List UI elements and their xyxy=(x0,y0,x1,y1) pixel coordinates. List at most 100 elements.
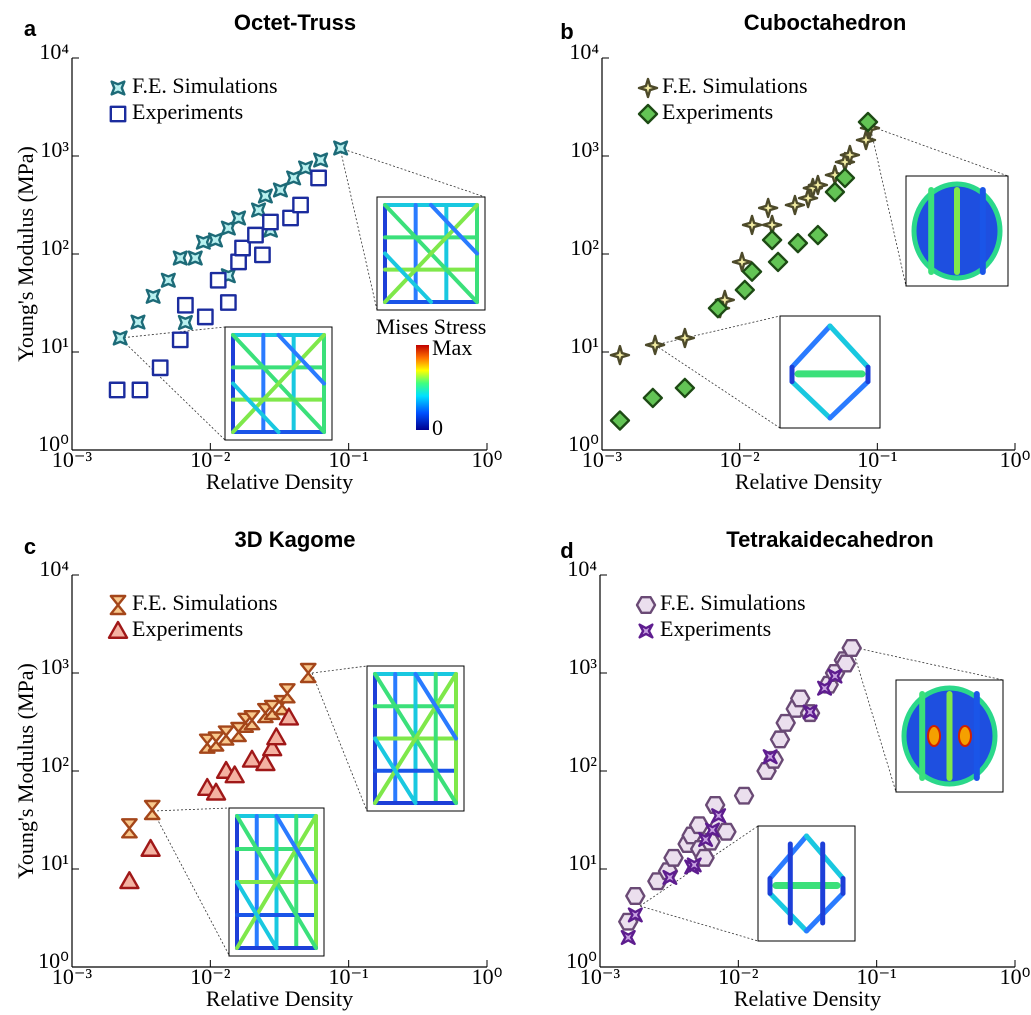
data-point xyxy=(231,255,245,269)
inset xyxy=(758,826,855,941)
y-tick-label: 10⁰ xyxy=(568,431,599,456)
legend-marker xyxy=(637,597,655,613)
data-point xyxy=(280,684,294,702)
legend-marker xyxy=(112,82,125,95)
data-point xyxy=(267,728,285,744)
data-point xyxy=(622,931,635,944)
y-tick-label: 10⁴ xyxy=(39,556,69,581)
y-tick-label: 10¹ xyxy=(40,850,69,875)
data-point xyxy=(334,142,347,155)
inset-connector xyxy=(312,673,367,811)
x-tick-label: 10⁰ xyxy=(1000,964,1031,989)
data-point xyxy=(198,310,212,324)
legend-marker xyxy=(111,107,125,121)
inset xyxy=(367,666,464,811)
y-tick-label: 10² xyxy=(568,752,597,777)
y-tick-label: 10¹ xyxy=(40,333,69,358)
x-tick-label: 10⁰ xyxy=(472,447,503,472)
data-point xyxy=(145,801,159,819)
legend-label: Experiments xyxy=(660,616,771,641)
data-point xyxy=(243,751,261,767)
data-point xyxy=(743,263,761,281)
y-tick-label: 10⁴ xyxy=(569,39,599,64)
y-tick-label: 10³ xyxy=(40,137,69,162)
inset-connector xyxy=(640,906,758,941)
y-axis-label: Young's Modulus (MPa) xyxy=(13,146,38,362)
legend-marker xyxy=(639,79,657,97)
chart-title: 3D Kagome xyxy=(234,527,355,552)
data-point xyxy=(110,383,124,397)
legend-label: Experiments xyxy=(132,616,243,641)
inset xyxy=(896,680,1003,792)
panel-label: c xyxy=(24,534,36,559)
x-tick-label: 10⁻¹ xyxy=(857,964,897,989)
legend-marker xyxy=(640,625,653,638)
data-point xyxy=(120,872,138,888)
inset xyxy=(906,176,1008,286)
inset-connector xyxy=(870,126,906,286)
legend-marker xyxy=(109,622,127,638)
x-tick-label: 10⁰ xyxy=(1000,447,1031,472)
data-point xyxy=(274,184,287,197)
y-tick-label: 10¹ xyxy=(568,850,597,875)
data-point xyxy=(735,788,753,804)
inset xyxy=(377,197,485,310)
data-point xyxy=(162,274,175,287)
data-point xyxy=(771,732,789,748)
chart-title: Tetrakaidecahedron xyxy=(726,527,933,552)
data-point xyxy=(189,252,202,265)
data-point xyxy=(287,172,300,185)
inset xyxy=(780,316,880,428)
inset-connector xyxy=(340,148,485,197)
x-axis-label: Relative Density xyxy=(206,986,353,1011)
y-tick-label: 10⁰ xyxy=(38,431,69,456)
data-point xyxy=(114,332,127,345)
data-point xyxy=(263,215,277,229)
data-point xyxy=(293,198,307,212)
y-tick-label: 10⁰ xyxy=(566,948,597,973)
y-axis-label: Young's Modulus (MPa) xyxy=(13,663,38,879)
data-point xyxy=(255,248,269,262)
data-point xyxy=(736,281,754,299)
colorbar-min-label: 0 xyxy=(432,415,443,440)
legend-label: Experiments xyxy=(132,99,243,124)
inset-connector xyxy=(870,126,1008,176)
inset-hole xyxy=(959,726,971,746)
data-point xyxy=(676,329,694,347)
data-point xyxy=(644,389,662,407)
data-point xyxy=(133,383,147,397)
y-tick-label: 10³ xyxy=(568,654,597,679)
y-tick-label: 10⁴ xyxy=(567,556,597,581)
inset-connector xyxy=(655,316,780,345)
inset xyxy=(225,327,332,440)
data-point xyxy=(763,231,781,249)
data-point xyxy=(147,290,160,303)
data-point xyxy=(646,336,664,354)
legend-label: F.E. Simulations xyxy=(132,590,278,615)
x-tick-label: 10⁻¹ xyxy=(329,447,369,472)
panel-label: a xyxy=(24,16,37,41)
legend-label: F.E. Simulations xyxy=(662,73,808,98)
inset-connector xyxy=(655,345,780,428)
legend-label: F.E. Simulations xyxy=(660,590,806,615)
x-axis-label: Relative Density xyxy=(735,469,882,494)
data-point xyxy=(209,234,222,247)
legend-marker xyxy=(111,596,125,614)
y-tick-label: 10² xyxy=(570,235,599,260)
inset-connector xyxy=(312,666,367,673)
x-tick-label: 10⁻¹ xyxy=(329,964,369,989)
data-point xyxy=(759,199,777,217)
data-point xyxy=(769,253,787,271)
data-point xyxy=(836,169,854,187)
data-point xyxy=(690,817,708,833)
figure: aOctet-TrussRelative DensityYoung's Modu… xyxy=(0,0,1031,1015)
data-point xyxy=(743,216,761,234)
y-tick-label: 10¹ xyxy=(570,333,599,358)
data-point xyxy=(211,273,225,287)
data-point xyxy=(142,840,160,856)
data-point xyxy=(611,412,629,430)
data-point xyxy=(122,819,136,837)
x-tick-label: 10⁻² xyxy=(718,964,759,989)
inset-connector xyxy=(153,811,229,955)
data-point xyxy=(843,640,861,656)
